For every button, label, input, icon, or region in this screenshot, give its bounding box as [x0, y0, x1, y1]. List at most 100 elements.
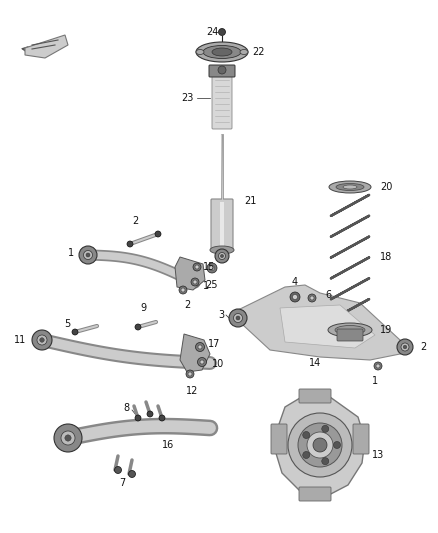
Circle shape	[186, 370, 194, 378]
Circle shape	[236, 316, 240, 320]
Circle shape	[219, 28, 226, 36]
Text: 4: 4	[292, 277, 298, 287]
Circle shape	[333, 441, 340, 448]
Text: 12: 12	[186, 386, 198, 396]
Ellipse shape	[203, 45, 241, 59]
FancyBboxPatch shape	[271, 424, 287, 454]
Circle shape	[127, 241, 133, 247]
Circle shape	[322, 458, 329, 465]
Circle shape	[307, 432, 333, 458]
Circle shape	[79, 246, 97, 264]
FancyBboxPatch shape	[337, 329, 363, 341]
Ellipse shape	[335, 326, 365, 335]
FancyBboxPatch shape	[299, 487, 331, 501]
Text: 9: 9	[140, 303, 146, 313]
Text: 2: 2	[420, 342, 426, 352]
Circle shape	[114, 466, 121, 473]
FancyBboxPatch shape	[220, 202, 224, 246]
Text: 23: 23	[182, 93, 194, 103]
Text: 11: 11	[14, 335, 26, 345]
Text: 24: 24	[207, 27, 219, 37]
Circle shape	[290, 292, 300, 302]
Text: 2: 2	[132, 216, 138, 226]
Circle shape	[159, 415, 165, 421]
Circle shape	[209, 265, 215, 271]
Polygon shape	[280, 305, 375, 348]
Text: 7: 7	[119, 478, 125, 488]
Circle shape	[207, 263, 217, 273]
FancyBboxPatch shape	[209, 65, 235, 77]
Circle shape	[310, 296, 314, 300]
Circle shape	[374, 362, 382, 370]
Text: 1: 1	[203, 281, 209, 291]
Circle shape	[54, 424, 82, 452]
FancyBboxPatch shape	[212, 75, 232, 129]
Text: 18: 18	[380, 253, 392, 262]
Ellipse shape	[343, 185, 357, 189]
Circle shape	[220, 254, 223, 257]
Text: 3: 3	[218, 310, 224, 320]
Circle shape	[313, 438, 327, 452]
Circle shape	[200, 360, 204, 364]
Polygon shape	[180, 334, 210, 372]
Circle shape	[40, 338, 44, 342]
Polygon shape	[238, 285, 405, 360]
Circle shape	[288, 413, 352, 477]
Text: 5: 5	[64, 319, 70, 329]
Circle shape	[65, 435, 71, 441]
Ellipse shape	[240, 50, 248, 54]
Circle shape	[308, 294, 316, 302]
Text: 13: 13	[372, 450, 384, 460]
Circle shape	[233, 313, 243, 322]
Circle shape	[322, 425, 329, 432]
Ellipse shape	[336, 183, 364, 190]
Text: 21: 21	[244, 197, 256, 206]
Text: 25: 25	[206, 280, 218, 290]
Circle shape	[191, 278, 199, 286]
Circle shape	[401, 343, 409, 351]
Circle shape	[195, 343, 205, 351]
Circle shape	[303, 432, 310, 439]
Circle shape	[72, 329, 78, 335]
Text: 8: 8	[124, 403, 130, 413]
Text: 22: 22	[252, 47, 265, 57]
Circle shape	[229, 309, 247, 327]
Circle shape	[198, 345, 202, 349]
Ellipse shape	[329, 181, 371, 193]
Text: 2: 2	[184, 300, 190, 310]
Circle shape	[195, 265, 199, 269]
Circle shape	[193, 280, 197, 284]
Text: 10: 10	[212, 359, 224, 369]
Circle shape	[193, 263, 201, 271]
Circle shape	[219, 253, 226, 260]
Circle shape	[84, 251, 92, 260]
Text: 17: 17	[208, 339, 220, 349]
Circle shape	[135, 324, 141, 330]
Text: 6: 6	[325, 290, 331, 300]
Ellipse shape	[210, 246, 234, 254]
Text: 19: 19	[380, 325, 392, 335]
Circle shape	[32, 330, 52, 350]
Circle shape	[128, 471, 135, 478]
Circle shape	[303, 451, 310, 458]
Circle shape	[37, 335, 47, 345]
Circle shape	[218, 66, 226, 74]
Circle shape	[376, 364, 380, 368]
Circle shape	[61, 431, 75, 445]
Text: 14: 14	[309, 358, 321, 368]
Ellipse shape	[196, 50, 204, 54]
Circle shape	[179, 286, 187, 294]
Circle shape	[198, 358, 206, 367]
Ellipse shape	[196, 42, 248, 62]
Circle shape	[188, 372, 192, 376]
Circle shape	[397, 339, 413, 355]
FancyBboxPatch shape	[211, 199, 233, 249]
Circle shape	[147, 411, 153, 417]
Text: 20: 20	[380, 182, 392, 192]
Circle shape	[86, 253, 90, 257]
Ellipse shape	[212, 48, 232, 56]
Circle shape	[181, 288, 185, 292]
Text: 16: 16	[162, 440, 174, 450]
Circle shape	[135, 415, 141, 421]
Polygon shape	[25, 35, 68, 58]
